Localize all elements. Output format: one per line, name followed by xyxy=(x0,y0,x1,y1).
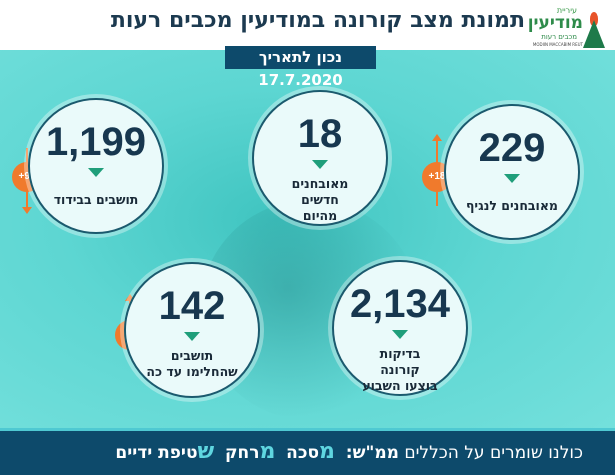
stat-value: 1,199 xyxy=(45,120,147,164)
rule-distance: רחק xyxy=(225,443,260,463)
stat-label: מאובחנים לנגיף xyxy=(466,198,558,213)
tree-icon xyxy=(583,20,605,48)
footer-banner: כולנו שומרים על הכללים ממ"ש: מסכה מרחק ש… xyxy=(0,428,615,475)
triangle-icon xyxy=(184,332,200,341)
rule-mask: סכה xyxy=(286,443,320,463)
footer-intro: כולנו שומרים על הכללים xyxy=(404,443,583,463)
stat-circle-tests: 2,134 בדיקות קורונה בוצעו השבוע xyxy=(332,260,468,396)
triangle-icon xyxy=(392,330,408,339)
logo-text: עיריית xyxy=(556,6,577,15)
logo-text: מודיעין xyxy=(527,13,583,33)
stat-value: 2,134 xyxy=(349,282,451,326)
stat-value: 142 xyxy=(158,284,226,328)
rule-letter: ש xyxy=(197,439,215,464)
stat-circle-new: 18 מאובחנים חדשים מהיום xyxy=(252,90,388,226)
rule-letter: מ xyxy=(319,439,335,464)
stat-label: בדיקות קורונה בוצעו השבוע xyxy=(362,346,438,393)
date-banner: נכון לתאריך 17.7.2020 xyxy=(225,46,376,89)
footer-acronym: ממ"ש: xyxy=(345,443,399,463)
logo-text: MODIIN MACCABIM REUT xyxy=(532,42,583,47)
stat-circle-recovered: 142 תושבים שהחלימו עד כה xyxy=(124,262,260,398)
stat-value: 18 xyxy=(297,112,343,156)
stat-label: תושבים בבידוד xyxy=(53,192,139,207)
stat-label: מאובחנים חדשים מהיום xyxy=(291,176,349,223)
triangle-icon xyxy=(88,168,104,177)
triangle-icon xyxy=(504,174,520,183)
header xyxy=(0,0,615,50)
stat-label: תושבים שהחלימו עד כה xyxy=(146,348,238,379)
stat-circle-diagnosed: 229 מאובחנים לנגיף xyxy=(444,104,580,240)
page-title: תמונת מצב קורונה במודיעין מכבים רעות xyxy=(110,8,525,33)
stat-circle-isolation: 1,199 תושבים בבידוד xyxy=(28,98,164,234)
stat-value: 229 xyxy=(478,126,546,170)
flame-icon xyxy=(590,12,598,26)
city-logo: עיריית מודיעין מכבים רעות MODIIN MACCABI… xyxy=(527,6,607,48)
triangle-icon xyxy=(312,160,328,169)
rule-letter: מ xyxy=(259,439,276,464)
rule-handwash: טיפת ידיים xyxy=(115,443,198,463)
logo-text: מכבים רעות xyxy=(541,33,577,41)
